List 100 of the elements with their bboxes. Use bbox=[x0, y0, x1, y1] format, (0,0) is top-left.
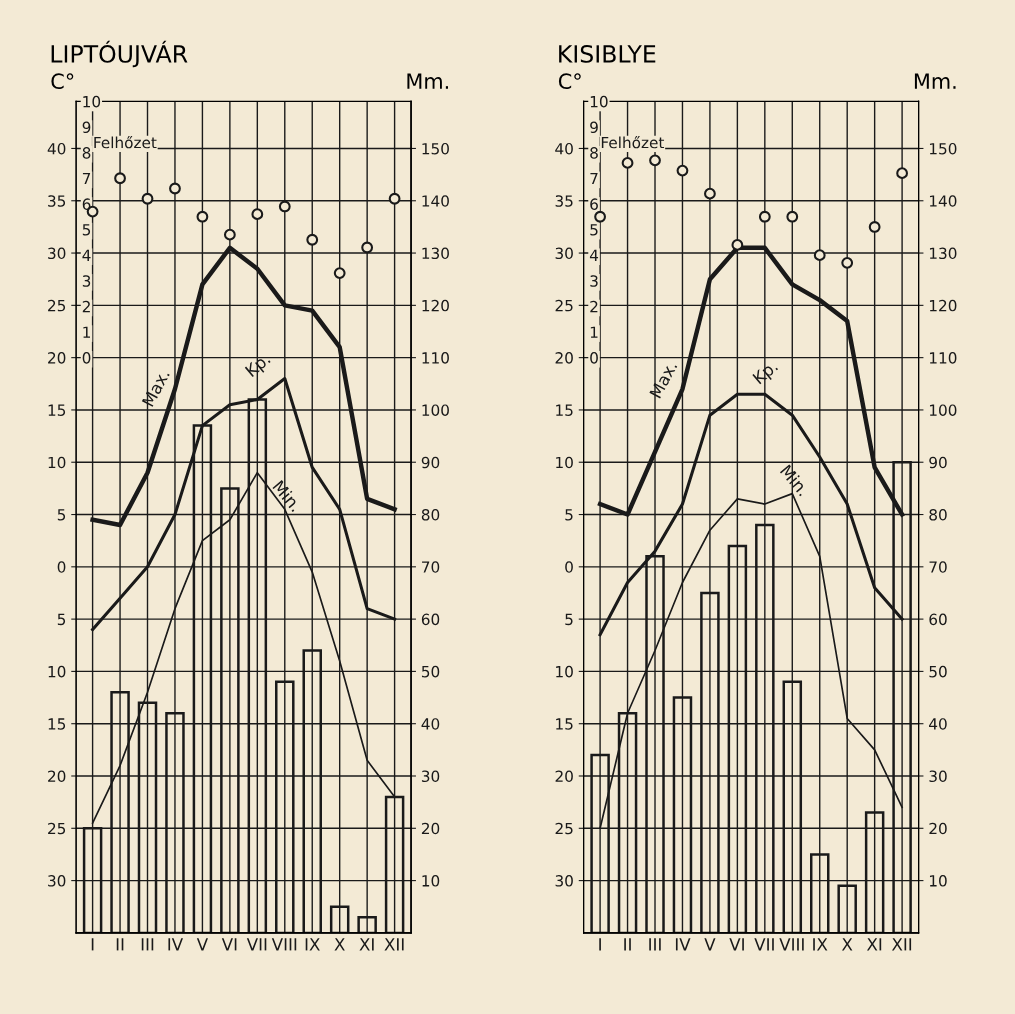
point bbox=[594, 210, 606, 223]
y-tick-label: 15 bbox=[556, 718, 573, 730]
point bbox=[333, 267, 346, 279]
y3-tick-label: 2 bbox=[82, 300, 90, 313]
point bbox=[758, 210, 771, 223]
y2-tick-label: 40 bbox=[421, 718, 440, 730]
y2-tick-label: 140 bbox=[422, 195, 449, 207]
point bbox=[786, 210, 799, 223]
y-tick-label: 40 bbox=[47, 142, 66, 155]
y2-tick-label: 40 bbox=[929, 718, 947, 730]
y2-tick-label: 90 bbox=[421, 456, 440, 469]
x-tick-label: XII bbox=[891, 938, 912, 951]
x-tick-label: IX bbox=[305, 938, 320, 951]
y2-tick-label: 30 bbox=[421, 770, 440, 783]
y-tick-label: 25 bbox=[555, 822, 573, 835]
y-axis-title: C° bbox=[51, 73, 74, 90]
y2-tick-label: 30 bbox=[929, 770, 947, 783]
y2-axis-title: Mm. bbox=[407, 73, 449, 89]
x-tick-label: XI bbox=[359, 938, 374, 951]
y-tick-label: 10 bbox=[556, 456, 573, 469]
point bbox=[278, 200, 291, 213]
y3-tick-label: 5 bbox=[590, 224, 598, 236]
y-tick-label: 35 bbox=[48, 195, 66, 207]
x-tick-label: V bbox=[704, 938, 716, 951]
y3-tick-label: 10 bbox=[83, 95, 101, 108]
x-tick-label: XI bbox=[866, 938, 882, 951]
y-tick-label: 25 bbox=[555, 299, 573, 312]
y3-tick-label: 1 bbox=[83, 326, 90, 338]
point bbox=[251, 208, 264, 221]
x-tick-label: X bbox=[334, 938, 345, 951]
y2-tick-label: 60 bbox=[929, 613, 947, 626]
y-tick-label: 25 bbox=[48, 299, 66, 312]
x-tick-label: IX bbox=[813, 938, 828, 951]
x-tick-label: VIII bbox=[271, 938, 297, 951]
y3-tick-label: 9 bbox=[82, 121, 91, 134]
x-tick-label: VII bbox=[246, 938, 267, 951]
point bbox=[649, 154, 661, 167]
y3-tick-label: 1 bbox=[590, 326, 598, 338]
text: Max. bbox=[649, 360, 678, 399]
point bbox=[676, 164, 689, 177]
y-tick-label: 5 bbox=[565, 613, 573, 626]
y2-tick-label: 80 bbox=[929, 508, 947, 521]
x-tick-label: X bbox=[841, 938, 853, 951]
x-tick-label: III bbox=[141, 938, 154, 951]
y2-tick-label: 20 bbox=[929, 822, 947, 835]
y-tick-label: 30 bbox=[48, 875, 66, 887]
y3-tick-label: 5 bbox=[82, 224, 91, 236]
point bbox=[196, 210, 209, 223]
x-tick-label: II bbox=[116, 938, 124, 951]
point bbox=[223, 228, 236, 241]
y-tick-label: 40 bbox=[555, 142, 573, 155]
y-tick-label: 20 bbox=[555, 770, 573, 783]
point bbox=[114, 172, 126, 185]
text: Felhőzet bbox=[94, 135, 157, 149]
x-tick-label: III bbox=[649, 938, 661, 951]
x-tick-label: IV bbox=[168, 938, 183, 951]
y2-tick-label: 110 bbox=[422, 352, 449, 364]
y-tick-label: 5 bbox=[57, 509, 66, 521]
y-tick-label: 20 bbox=[48, 770, 66, 783]
y3-tick-label: 7 bbox=[590, 172, 598, 185]
x-tick-label: VI bbox=[221, 938, 237, 951]
y-tick-label: 5 bbox=[57, 613, 66, 626]
point bbox=[813, 249, 826, 262]
y2-tick-label: 50 bbox=[421, 665, 440, 678]
y2-tick-label: 130 bbox=[422, 247, 449, 260]
y3-tick-label: 3 bbox=[82, 275, 91, 287]
y3-tick-label: 7 bbox=[82, 172, 91, 185]
y-tick-label: 20 bbox=[555, 352, 573, 364]
y3-tick-label: 8 bbox=[82, 147, 91, 159]
point bbox=[896, 167, 908, 180]
y3-tick-label: 2 bbox=[590, 300, 598, 313]
y-tick-label: 30 bbox=[555, 875, 573, 887]
y2-tick-label: 60 bbox=[421, 613, 440, 626]
y2-tick-label: 10 bbox=[929, 875, 947, 887]
x-tick-label: VIII bbox=[779, 938, 804, 951]
y2-tick-label: 120 bbox=[929, 299, 957, 312]
y-tick-label: 15 bbox=[556, 404, 573, 416]
y2-tick-label: 90 bbox=[929, 456, 947, 469]
chart-title: KISIBLYE bbox=[559, 44, 656, 63]
y2-tick-label: 120 bbox=[422, 299, 449, 312]
x-tick-label: II bbox=[624, 938, 631, 951]
y-tick-label: 10 bbox=[556, 665, 573, 678]
y2-tick-label: 20 bbox=[421, 822, 440, 835]
point bbox=[621, 156, 634, 169]
y2-tick-label: 70 bbox=[929, 561, 947, 573]
y-tick-label: 10 bbox=[48, 665, 66, 678]
y2-tick-label: 130 bbox=[929, 247, 957, 260]
y-tick-label: 25 bbox=[48, 822, 66, 835]
y3-tick-label: 4 bbox=[589, 249, 599, 261]
x-tick-label: VII bbox=[754, 938, 774, 951]
y-tick-label: 20 bbox=[48, 352, 66, 364]
point bbox=[169, 182, 181, 195]
y3-tick-label: 10 bbox=[590, 95, 608, 108]
y2-tick-label: 80 bbox=[421, 508, 440, 521]
y2-tick-label: 150 bbox=[929, 142, 957, 155]
x-tick-label: I bbox=[599, 938, 601, 951]
y3-tick-label: 3 bbox=[590, 275, 598, 287]
text: Kp. bbox=[752, 359, 781, 387]
y2-axis-title: Mm. bbox=[914, 73, 956, 89]
x-tick-label: I bbox=[91, 938, 94, 951]
